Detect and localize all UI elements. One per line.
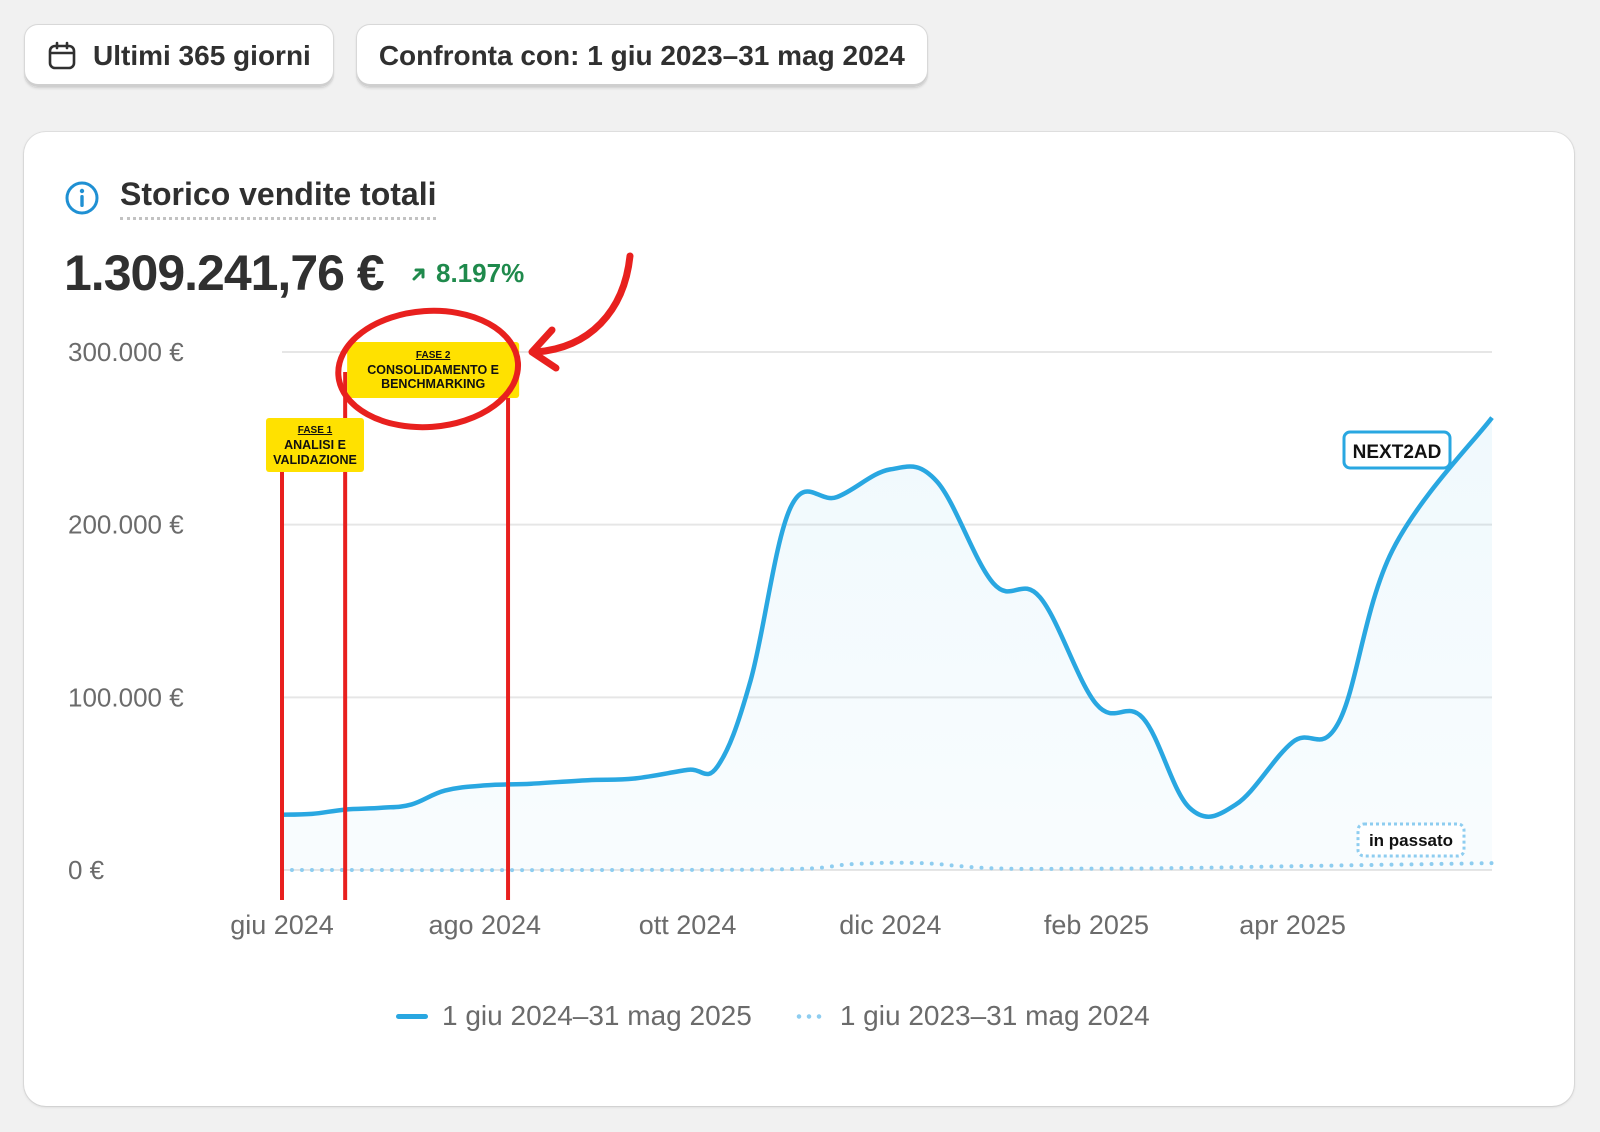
x-tick-label: feb 2025: [1044, 910, 1149, 940]
info-icon[interactable]: [64, 180, 100, 216]
legend-item-previous[interactable]: 1 giu 2023–31 mag 2024: [793, 1000, 1150, 1032]
date-range-label: Ultimi 365 giorni: [93, 40, 311, 71]
annotation-arrow-head: [528, 326, 560, 372]
annotation-arrow-shaft: [532, 252, 634, 356]
legend-label-current: 1 giu 2024–31 mag 2025: [442, 1000, 752, 1031]
x-tick-label: ago 2024: [428, 910, 541, 940]
change-badge: 8.197%: [410, 258, 524, 289]
y-tick-label: 100.000 €: [68, 682, 184, 712]
phase2-line2: BENCHMARKING: [381, 377, 485, 391]
current-series-line: [281, 416, 1494, 819]
logo-frame: [1342, 430, 1452, 470]
x-tick-label: giu 2024: [230, 910, 334, 940]
phase1-line2: VALIDAZIONE: [273, 453, 357, 467]
past-tag-text: in passato: [1369, 831, 1453, 850]
chart-legend: 1 giu 2024–31 mag 2025 1 giu 2023–31 mag…: [396, 1000, 1150, 1032]
change-percent: 8.197%: [436, 258, 525, 288]
phase1-line1: ANALISI E: [284, 438, 346, 452]
phase1-label-bg: [266, 418, 364, 472]
next2ad-logo: NEXT2AD: [1342, 430, 1452, 470]
card-title[interactable]: Storico vendite totali: [120, 176, 437, 220]
y-tick-label: 300.000 €: [68, 337, 184, 367]
total-sales-value: 1.309.241,76 €: [64, 245, 385, 301]
past-tag-frame: [1356, 822, 1466, 858]
current-series-area: [282, 417, 1492, 870]
y-tick-label: 0 €: [68, 855, 105, 885]
legend-dotted-swatch: [793, 1013, 826, 1019]
calendar-icon: [47, 41, 77, 71]
legend-label-previous: 1 giu 2023–31 mag 2024: [839, 1000, 1150, 1031]
date-range-button[interactable]: Ultimi 365 giorni: [24, 24, 334, 88]
compare-button[interactable]: Confronta con: 1 giu 2023–31 mag 2024: [355, 24, 928, 88]
legend-item-current[interactable]: 1 giu 2024–31 mag 2025: [396, 1000, 752, 1032]
sales-history-card: Storico vendite totali 1.309.241,76 € 8.…: [24, 132, 1574, 1106]
sales-line-chart: 0 € 100.000 € 200.000 € 300.000 € giu 2024 ag…: [68, 252, 1494, 940]
phase2-line1: CONSOLIDAMENTO E: [367, 363, 499, 377]
x-tick-label: ott 2024: [639, 910, 737, 940]
y-tick-label: 200.000 €: [68, 510, 184, 540]
arrow-up-right-icon: [412, 268, 425, 280]
logo-text: NEXT2AD: [1353, 442, 1442, 463]
x-tick-label: apr 2025: [1239, 910, 1346, 940]
past-period-tag: in passato: [1356, 822, 1466, 858]
phase2-heading: FASE 2: [416, 350, 451, 361]
phase2-label-bg: [347, 342, 520, 398]
highlight-circle: [335, 307, 522, 431]
phase1-heading: FASE 1: [298, 425, 333, 436]
compare-label: Confronta con: 1 giu 2023–31 mag 2024: [378, 40, 905, 71]
x-tick-label: dic 2024: [839, 910, 941, 940]
legend-solid-swatch: [396, 1013, 428, 1019]
